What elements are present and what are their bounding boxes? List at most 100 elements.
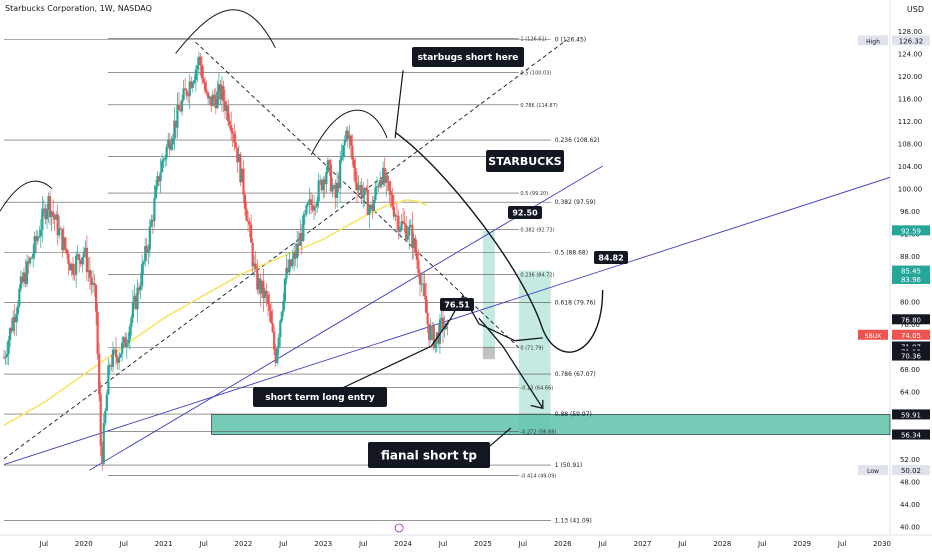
candle-body (371, 204, 374, 211)
axis-tag-value: 92.59 (901, 227, 921, 235)
candle-body (308, 199, 311, 204)
candle-body (79, 260, 82, 265)
candle-body (213, 94, 216, 99)
candle-body (145, 246, 148, 253)
candle-body (199, 56, 202, 66)
candle-body (153, 197, 156, 222)
short-target-box (518, 270, 551, 435)
candle-body (328, 160, 331, 165)
axis-tag-bg (892, 329, 930, 340)
fib-upper-label: 0 (71.79) (520, 345, 543, 351)
candle-body (273, 331, 276, 350)
fib-upper-label: 0.5 (100.03) (520, 71, 551, 77)
y-tick-label: 116.00 (898, 95, 923, 103)
candle-body (343, 139, 346, 146)
candle-body (296, 243, 299, 259)
candle-body (177, 104, 181, 110)
candle-body (425, 296, 428, 313)
candle-body (111, 349, 115, 367)
x-tick-label: Jul (597, 540, 607, 548)
candle-body (217, 84, 220, 92)
x-tick-label: Jul (198, 540, 208, 548)
long-entry-callout: short term long entry (265, 393, 375, 403)
downward-arrow-path (478, 317, 544, 409)
candle-body (39, 229, 42, 237)
candle-body (216, 91, 219, 109)
candle-body (435, 332, 438, 340)
fib-lower-label: 0.88 (59.97) (555, 411, 592, 418)
candle-body (56, 214, 59, 236)
candle-body (176, 104, 179, 128)
candle-body (266, 294, 270, 305)
candle-body (165, 146, 168, 158)
y-tick-label: 48.00 (900, 478, 920, 486)
candle-body (420, 283, 423, 285)
candle-body (265, 290, 268, 295)
candle-body (233, 133, 236, 143)
axis-tag-value: 126.32 (899, 37, 924, 45)
candle-body (44, 208, 47, 220)
candle-body (250, 224, 253, 243)
candle-body (372, 200, 376, 211)
candle-body (378, 179, 382, 187)
price-label-76-51: 76.51 (444, 300, 470, 309)
candle-body (431, 325, 434, 328)
x-tick-label: 2030 (873, 540, 891, 548)
x-tick-label: Jul (358, 540, 368, 548)
candle-body (362, 194, 365, 199)
axis-tag-name: SBUX (865, 333, 881, 340)
candle-body (114, 349, 118, 358)
candle-body (314, 206, 317, 208)
candle-body (105, 394, 108, 411)
candle-body (259, 278, 262, 294)
candle-body (151, 219, 154, 222)
candle-body (397, 216, 400, 232)
axis-tag-value: 50.02 (901, 467, 921, 475)
candle-body (141, 264, 144, 286)
y-tick-label: 96.00 (900, 208, 920, 216)
x-tick-label: Jul (677, 540, 687, 548)
candle-body (5, 354, 9, 357)
y-tick-label: 64.00 (900, 388, 920, 396)
candle-body (53, 215, 56, 220)
candle-body (196, 65, 199, 70)
fib-lower-label: 1.13 (41.09) (555, 517, 592, 524)
axis-tag-value: 56.34 (901, 432, 922, 440)
price-label-92-50-bg (508, 206, 542, 219)
candle-body (418, 272, 422, 285)
candle-body (322, 179, 325, 191)
candle-body (260, 280, 263, 294)
event-marker-icon (394, 523, 404, 533)
candle-body (257, 278, 260, 290)
candle-body (164, 157, 167, 160)
candle-body (93, 283, 96, 286)
candle-body (82, 251, 85, 258)
candle-body (348, 135, 351, 139)
final-tp-callout: fianal short tp (381, 448, 477, 462)
y-tick-label: 108.00 (898, 141, 923, 149)
candle-body (200, 65, 204, 79)
candle-body (256, 268, 259, 290)
candle-body (4, 356, 7, 358)
candle-body (329, 164, 333, 192)
candle-body (108, 365, 112, 366)
candle-body (434, 339, 437, 349)
candle-body (205, 90, 208, 93)
candle-body (99, 394, 102, 447)
candle-body (22, 272, 26, 282)
candle-body (274, 349, 277, 363)
candle-body (415, 252, 419, 261)
candle-body (237, 154, 240, 163)
y-tick-label: 124.00 (898, 50, 923, 58)
candle-body (248, 221, 251, 225)
price-label-76-51-bg (440, 298, 474, 311)
fib-lower-label: 0 (126.45) (555, 37, 586, 44)
candle-body (203, 82, 207, 91)
candle-body (394, 215, 397, 217)
candle-body (139, 285, 142, 291)
candle-body (432, 325, 435, 349)
candle-body (289, 259, 293, 266)
axis-tag-name-bg (858, 35, 888, 46)
